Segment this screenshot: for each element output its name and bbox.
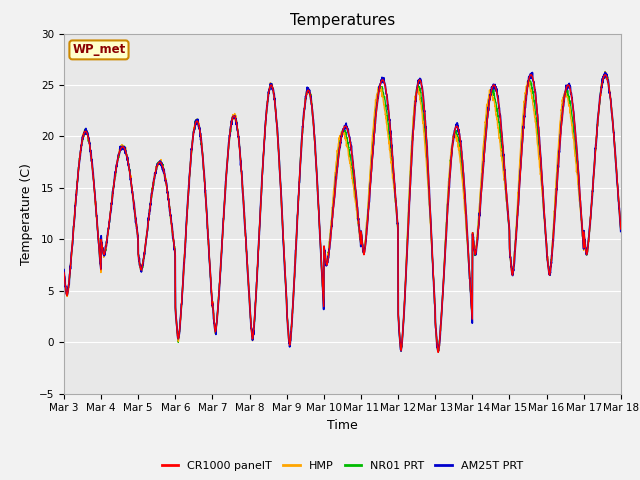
NR01 PRT [584,251,591,256]
NR01 PRT [568,111,575,117]
HMP [568,123,575,129]
CR1000 panelT [527,72,535,78]
HMP [60,268,68,274]
CR1000 panelT [584,247,591,253]
AM25T PRT [602,70,609,75]
CR1000 panelT [216,286,223,292]
HMP [358,239,366,245]
AM25T PRT [60,267,68,273]
NR01 PRT [601,69,609,74]
X-axis label: Time: Time [327,419,358,432]
CR1000 panelT [504,215,512,221]
Line: AM25T PRT: AM25T PRT [64,72,621,351]
AM25T PRT [371,130,378,136]
NR01 PRT [434,349,442,355]
CR1000 panelT [435,349,442,355]
AM25T PRT [584,249,591,255]
NR01 PRT [617,227,625,232]
AM25T PRT [434,348,442,354]
HMP [435,348,442,354]
Legend: CR1000 panelT, HMP, NR01 PRT, AM25T PRT: CR1000 panelT, HMP, NR01 PRT, AM25T PRT [157,457,527,476]
AM25T PRT [358,241,366,247]
HMP [216,286,223,291]
AM25T PRT [617,228,625,234]
CR1000 panelT [617,226,625,232]
NR01 PRT [216,287,223,292]
NR01 PRT [60,271,68,276]
NR01 PRT [371,118,378,123]
AM25T PRT [568,95,575,101]
AM25T PRT [216,288,223,293]
Text: WP_met: WP_met [72,43,125,56]
HMP [504,218,512,224]
CR1000 panelT [358,242,366,248]
HMP [371,109,378,115]
HMP [584,249,591,254]
HMP [617,224,625,230]
CR1000 panelT [568,97,576,103]
AM25T PRT [504,216,512,222]
Line: HMP: HMP [64,72,621,351]
Y-axis label: Temperature (C): Temperature (C) [20,163,33,264]
CR1000 panelT [60,270,68,276]
Line: CR1000 panelT: CR1000 panelT [64,75,621,352]
Title: Temperatures: Temperatures [290,13,395,28]
NR01 PRT [358,243,366,249]
HMP [602,69,609,74]
CR1000 panelT [371,128,378,134]
Line: NR01 PRT: NR01 PRT [64,72,621,352]
NR01 PRT [504,217,512,223]
